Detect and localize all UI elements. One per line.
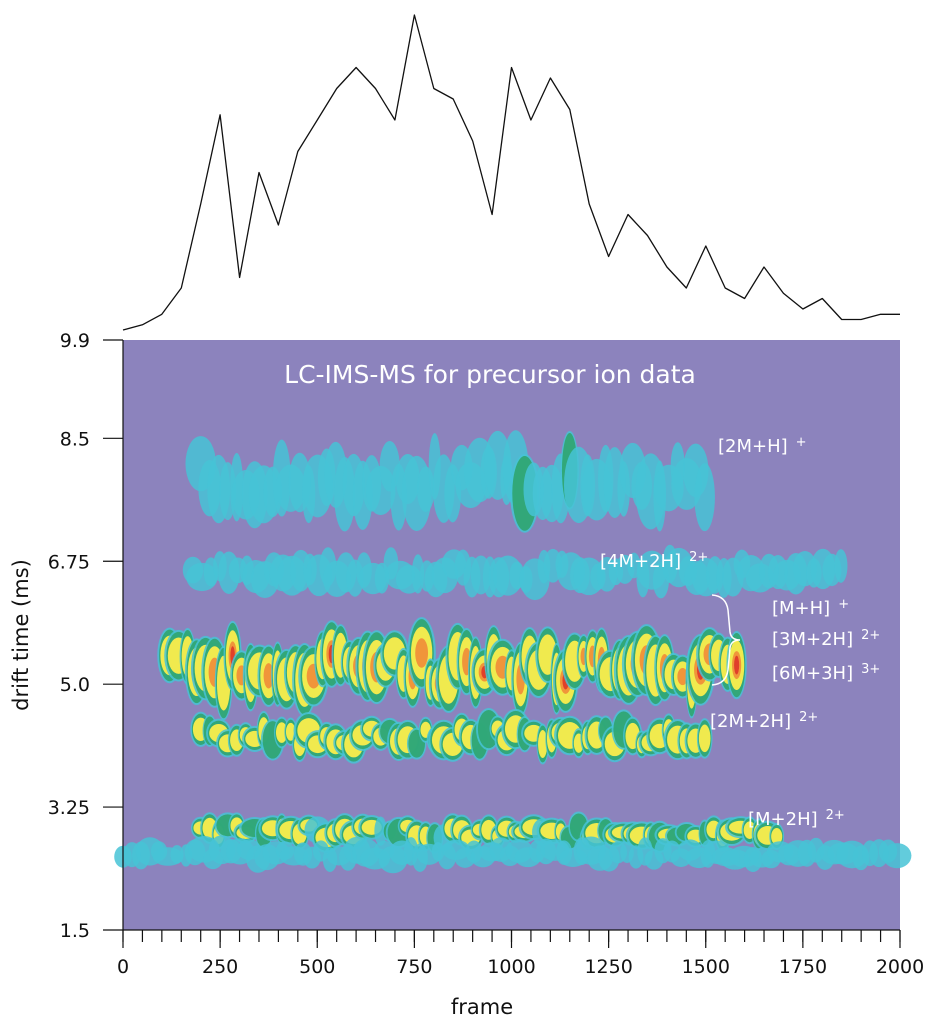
annotation-text: [4M+2H] bbox=[600, 551, 681, 572]
trace-line bbox=[122, 14, 900, 331]
heat-blob bbox=[694, 463, 715, 532]
heat-blob bbox=[374, 816, 388, 846]
y-tick-label: 3.25 bbox=[48, 797, 90, 819]
y-tick-label: 1.5 bbox=[60, 920, 90, 942]
annotation-text: [M+H] bbox=[772, 598, 830, 619]
y-tick-label: 8.5 bbox=[60, 428, 90, 450]
x-tick-label: 0 bbox=[117, 956, 129, 978]
annotation: [4M+2H] 2+ bbox=[600, 550, 708, 572]
x-axis-label: frame bbox=[451, 995, 513, 1019]
annotation-charge: 2+ bbox=[799, 710, 818, 725]
annotation-text: [M+2H] bbox=[748, 809, 818, 830]
annotation: [2M+2H] 2+ bbox=[710, 710, 818, 732]
annotation-charge: + bbox=[796, 435, 807, 450]
annotation: [6M+3H] 3+ bbox=[772, 662, 880, 684]
y-axis-label: drift time (ms) bbox=[9, 559, 33, 711]
heatmap bbox=[114, 430, 912, 874]
x-tick-label: 1750 bbox=[779, 956, 827, 978]
annotation-charge: 3+ bbox=[861, 662, 880, 677]
annotation-text: [3M+2H] bbox=[772, 629, 853, 650]
heat-blob bbox=[734, 655, 740, 675]
x-tick-label: 1000 bbox=[487, 956, 535, 978]
annotation: [2M+H] + bbox=[718, 435, 807, 457]
heat-blob bbox=[771, 828, 783, 845]
heat-blob bbox=[882, 843, 912, 869]
annotation: [M+2H] 2+ bbox=[748, 808, 845, 830]
annotation-charge: 2+ bbox=[861, 628, 880, 643]
heat-blob bbox=[415, 638, 429, 668]
heat-blob bbox=[834, 549, 848, 583]
annotation-text: [2M+H] bbox=[718, 436, 788, 457]
x-tick-label: 500 bbox=[299, 956, 335, 978]
x-tick-label: 1250 bbox=[584, 956, 632, 978]
y-tick-label: 9.9 bbox=[60, 330, 90, 352]
heat-blob bbox=[677, 668, 688, 686]
y-tick-label: 5.0 bbox=[60, 674, 90, 696]
heat-blob bbox=[698, 724, 711, 753]
heat-blob bbox=[170, 845, 184, 864]
heat-blob bbox=[538, 730, 548, 759]
heat-blob bbox=[275, 722, 288, 743]
x-tick-label: 250 bbox=[202, 956, 238, 978]
heat-blob bbox=[285, 722, 296, 741]
annotation-charge: + bbox=[838, 597, 849, 612]
x-tick-label: 1500 bbox=[682, 956, 730, 978]
chart-title: LC-IMS-MS for precursor ion data bbox=[284, 360, 696, 389]
annotation: [M+H] + bbox=[772, 597, 849, 619]
annotation-text: [2M+2H] bbox=[710, 711, 791, 732]
heat-blob bbox=[263, 663, 274, 689]
annotation-charge: 2+ bbox=[826, 808, 845, 823]
annotation-text: [6M+3H] bbox=[772, 663, 853, 684]
annotation: [3M+2H] 2+ bbox=[772, 628, 880, 650]
y-tick-label: 6.75 bbox=[48, 551, 90, 573]
bracket bbox=[711, 594, 741, 686]
x-tick-label: 2000 bbox=[876, 956, 924, 978]
x-tick-label: 750 bbox=[396, 956, 432, 978]
annotation-charge: 2+ bbox=[689, 550, 708, 565]
